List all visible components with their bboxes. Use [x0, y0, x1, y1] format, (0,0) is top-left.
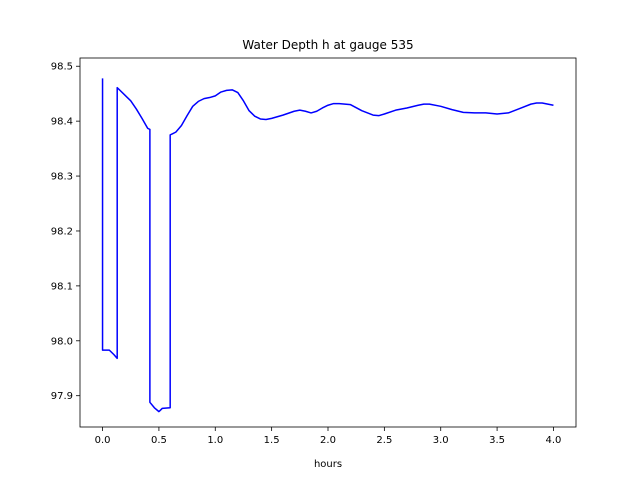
x-tick-label: 3.5: [489, 435, 505, 446]
x-tick-label: 1.0: [207, 435, 223, 446]
series-line-0: [101, 78, 554, 413]
y-tick-label: 97.9: [51, 391, 73, 402]
x-tick-label: 3.0: [433, 435, 449, 446]
y-tick-label: 98.1: [51, 281, 73, 292]
x-tick-label: 2.5: [376, 435, 392, 446]
y-tick-label: 98.4: [51, 117, 73, 128]
y-tick-label: 98.2: [51, 226, 73, 237]
x-tick-label: 0.0: [95, 435, 111, 446]
y-tick-label: 98.3: [51, 172, 73, 183]
x-tick-label: 1.5: [264, 435, 280, 446]
x-tick-label: 2.0: [320, 435, 336, 446]
y-axis: 97.9 98.0 98.1 98.2 98.3 98.4 98.5: [51, 62, 80, 402]
plot-area: [80, 58, 576, 427]
x-tick-label: 4.0: [546, 435, 562, 446]
chart-title: Water Depth h at gauge 535: [242, 38, 413, 52]
x-tick-label: 0.5: [151, 435, 167, 446]
x-axis-label: hours: [314, 459, 342, 470]
x-axis: 0.0 0.5 1.0 1.5 2.0 2.5 3.0 3.5 4.0: [95, 427, 562, 446]
y-tick-label: 98.0: [51, 336, 73, 347]
y-tick-label: 98.5: [51, 62, 73, 73]
series-layer: [101, 78, 554, 413]
